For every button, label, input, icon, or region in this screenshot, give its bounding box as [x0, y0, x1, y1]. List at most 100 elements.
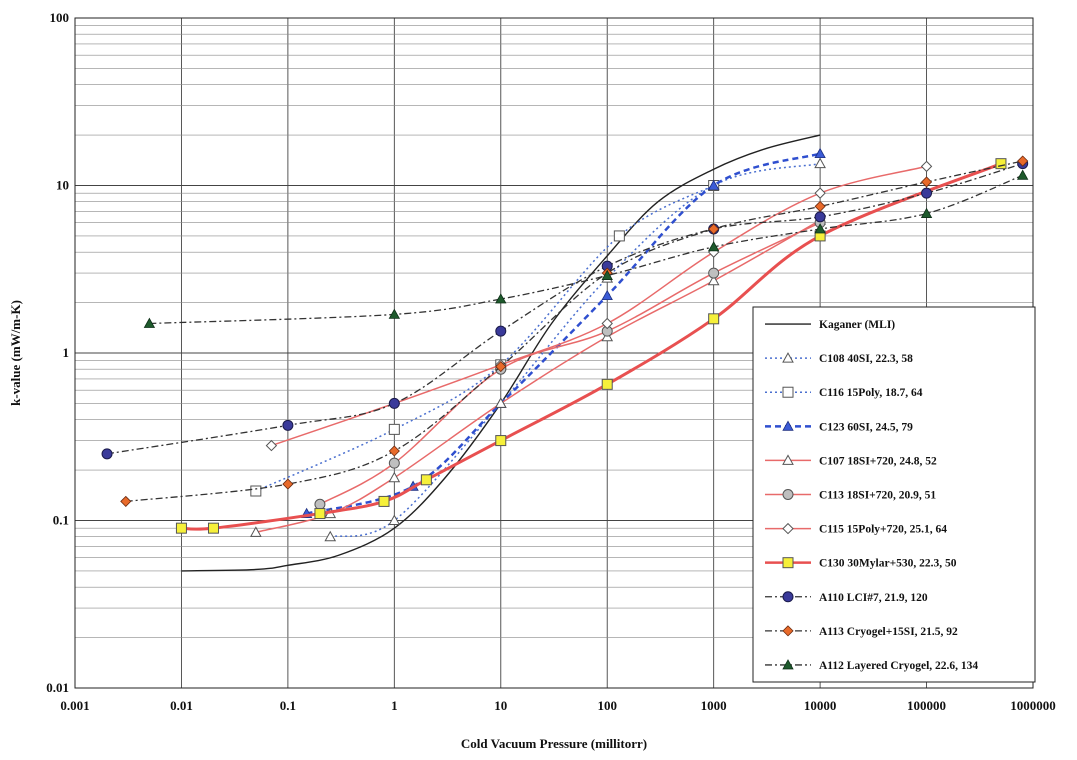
data-point: [282, 478, 294, 490]
legend: Kaganer (MLI) C108 40SI, 22.3, 58 C116 15P…: [752, 306, 1036, 683]
tick-labels: 0.001 0.01 0.1 1 10 100 1000 10000 100000 1000000…: [46, 10, 1056, 713]
data-point: [495, 325, 507, 337]
data-point: [388, 397, 400, 409]
data-point: [920, 207, 933, 218]
series-line: [125, 160, 1023, 503]
series-11: [143, 169, 1029, 328]
data-point: [314, 508, 326, 520]
data-point: [708, 267, 720, 279]
legend-entry: C107 18SI+720, 24.8, 52: [765, 454, 937, 467]
data-point: [782, 489, 794, 500]
data-point: [324, 530, 337, 542]
legend-entry: C116 15Poly, 18.7, 64: [765, 386, 923, 399]
data-point: [601, 289, 613, 301]
legend-label: C130 30Mylar+530, 22.3, 50: [819, 558, 957, 570]
data-point: [388, 457, 400, 469]
data-point: [265, 439, 278, 452]
data-point: [782, 386, 794, 398]
x-tick-label: 0.1: [280, 698, 296, 713]
legend-entry: A112 Layered Cryogel, 22.6, 134: [765, 659, 978, 672]
y-tick-label: 10: [56, 178, 69, 193]
data-point: [708, 313, 720, 325]
x-tick-label: 1000: [701, 698, 727, 713]
data-point: [388, 308, 401, 319]
data-point: [601, 317, 613, 330]
y-axis-title: k-value (mW/m-K): [8, 300, 23, 406]
data-point: [782, 352, 794, 363]
data-point: [282, 419, 294, 431]
data-point: [707, 179, 720, 190]
series-10: [120, 155, 1029, 507]
data-point: [420, 474, 432, 486]
legend-entry: A110 LCI#7, 21.9, 120: [765, 591, 928, 604]
data-point: [388, 423, 400, 435]
data-point: [601, 378, 613, 390]
legend-label: A110 LCI#7, 21.9, 120: [819, 592, 928, 604]
series-layer: [101, 134, 1029, 572]
data-point: [1017, 169, 1029, 180]
y-tick-label: 0.1: [53, 513, 69, 528]
data-point: [378, 495, 390, 507]
series-line: [106, 163, 1023, 455]
data-point: [175, 522, 187, 534]
legend-label: A113 Cryogel+15SI, 21.5, 92: [819, 626, 958, 638]
series-line: [330, 162, 821, 538]
legend-entry: C108 40SI, 22.3, 58: [765, 352, 913, 365]
x-tick-label: 0.01: [170, 698, 193, 713]
x-tick-label: 0.001: [60, 698, 89, 713]
data-point: [995, 158, 1007, 170]
data-point: [814, 211, 826, 223]
legend-label: C123 60SI, 24.5, 79: [819, 421, 913, 433]
data-point: [249, 526, 262, 537]
y-tick-label: 0.01: [46, 680, 69, 695]
x-tick-label: 100: [597, 698, 617, 713]
x-tick-label: 1: [391, 698, 398, 713]
data-point: [143, 317, 156, 328]
legend-label: A112 Layered Cryogel, 22.6, 134: [819, 660, 978, 672]
data-point: [601, 269, 613, 280]
data-point: [708, 223, 720, 235]
data-point: [707, 274, 720, 286]
data-point: [1017, 155, 1029, 167]
legend-entry: C123 60SI, 24.5, 79: [765, 420, 913, 433]
data-point: [707, 241, 720, 252]
data-point: [814, 187, 826, 199]
legend-label: C113 18SI+720, 20.9, 51: [819, 490, 936, 502]
x-axis-title: Cold Vacuum Pressure (millitorr): [461, 736, 647, 751]
x-tick-label: 100000: [907, 698, 946, 713]
legend-entry: C113 18SI+720, 20.9, 51: [765, 489, 936, 502]
legend-label: C115 15Poly+720, 25.1, 64: [819, 524, 947, 536]
x-tick-label: 10000: [804, 698, 837, 713]
data-point: [782, 522, 794, 535]
data-point: [782, 625, 794, 637]
legend-entry: A113 Cryogel+15SI, 21.5, 92: [765, 625, 958, 638]
legend-entry: C130 30Mylar+530, 22.3, 50: [765, 557, 957, 570]
data-point: [495, 293, 507, 304]
legend-entry: Kaganer (MLI): [765, 319, 895, 331]
data-point: [388, 445, 400, 457]
data-point: [494, 397, 507, 408]
series-8: [175, 158, 1007, 534]
data-point: [101, 448, 113, 460]
data-point: [782, 659, 794, 670]
data-point: [495, 435, 507, 447]
y-tick-label: 100: [50, 10, 70, 25]
legend-label: C107 18SI+720, 24.8, 52: [819, 455, 937, 467]
data-point: [782, 591, 794, 603]
y-tick-label: 1: [63, 345, 70, 360]
data-point: [613, 230, 625, 242]
data-point: [920, 176, 933, 188]
data-point: [814, 200, 826, 212]
data-point: [314, 498, 326, 510]
legend-label: C108 40SI, 22.3, 58: [819, 353, 913, 365]
data-point: [388, 471, 401, 483]
data-point: [782, 454, 794, 465]
legend-label: C116 15Poly, 18.7, 64: [819, 387, 923, 399]
data-point: [814, 223, 826, 234]
x-tick-label: 1000000: [1010, 698, 1056, 713]
data-point: [814, 157, 826, 169]
legend-entry: C115 15Poly+720, 25.1, 64: [765, 522, 947, 536]
data-point: [388, 514, 401, 525]
